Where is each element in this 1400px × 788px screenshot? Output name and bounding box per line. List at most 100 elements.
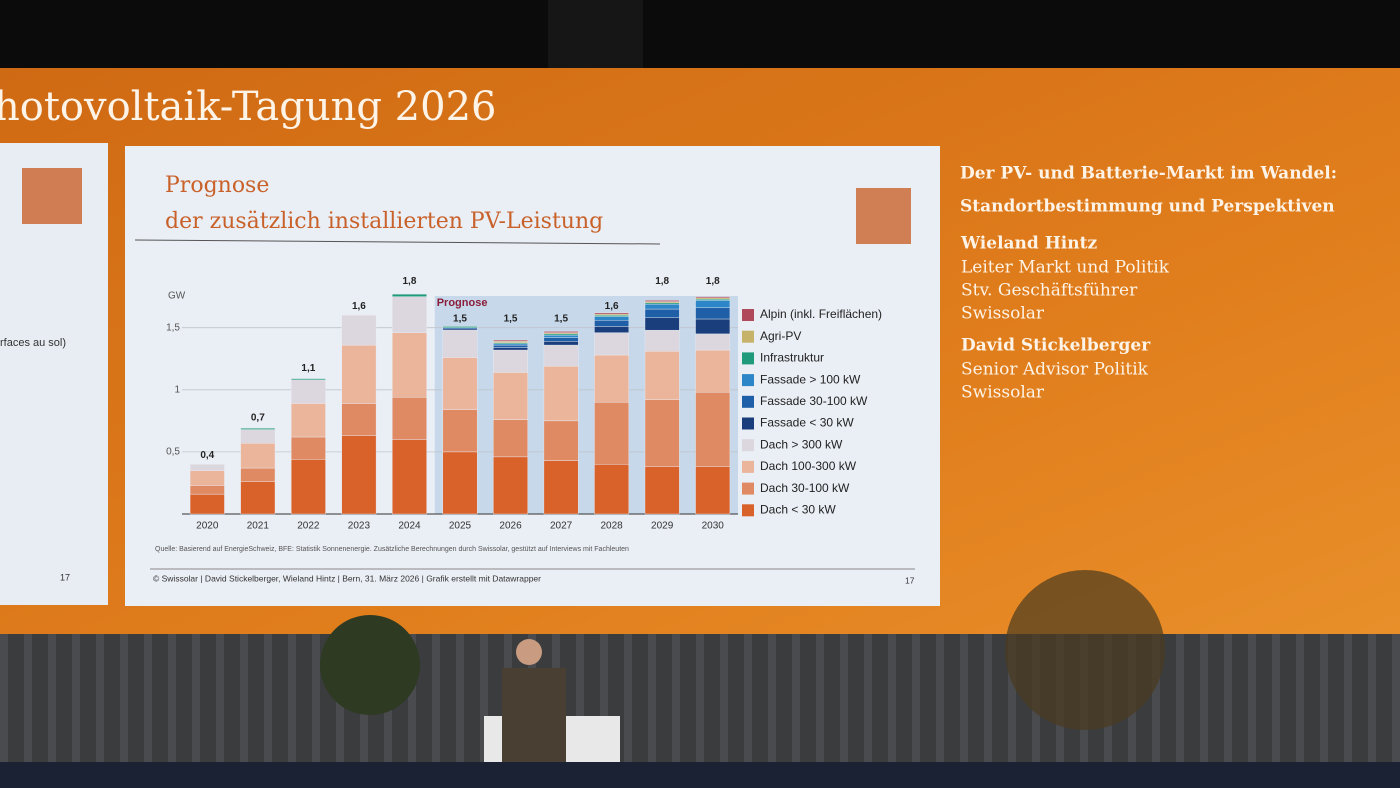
- bar-segment: [695, 296, 731, 299]
- bar-segment: [392, 332, 427, 398]
- bar-segment: [644, 300, 680, 302]
- bar-segment: [189, 470, 225, 486]
- bar-segment: [695, 392, 731, 467]
- bar-segment: [493, 372, 528, 420]
- bar-segment: [543, 331, 579, 333]
- bar-segment: [644, 317, 680, 331]
- bar-segment: [240, 467, 276, 482]
- bar-segment: [392, 296, 427, 333]
- x-tick-label: 2024: [398, 521, 421, 532]
- total-label: 1,8: [655, 276, 669, 287]
- legend-swatch: [742, 460, 754, 473]
- x-tick-label: 2028: [601, 521, 624, 532]
- left-slide-text: rfaces au sol): [0, 337, 66, 349]
- legend-label: Fassade > 100 kW: [760, 372, 861, 386]
- bar-segment: [644, 308, 680, 318]
- footer: © Swissolar | David Stickelberger, Wiela…: [153, 573, 541, 583]
- bar-segment: [189, 493, 225, 515]
- total-label: 1,6: [605, 301, 619, 312]
- legend-swatch: [742, 504, 754, 517]
- y-axis-label: GW: [168, 291, 186, 302]
- total-label: 0,4: [200, 450, 214, 461]
- x-tick-label: 2027: [550, 521, 573, 532]
- bar-segment: [543, 341, 579, 346]
- bar-segment: [290, 436, 326, 460]
- speaker-name: David Stickelberger: [961, 336, 1151, 356]
- bar-segment: [240, 429, 276, 444]
- legend-swatch: [742, 439, 754, 452]
- bar-segment: [644, 399, 680, 468]
- speaker-head: [516, 639, 542, 665]
- speaker-role: Swissolar: [961, 383, 1045, 403]
- slide-page: 17: [905, 575, 915, 585]
- bar-segment: [493, 344, 528, 348]
- bar-segment: [594, 354, 630, 403]
- bar-segment: [442, 329, 478, 358]
- x-tick-label: 2030: [702, 521, 725, 532]
- legend-swatch: [742, 374, 754, 387]
- x-tick-label: 2025: [449, 521, 472, 532]
- sidebar-heading: Der PV- und Batterie-Markt im Wandel:: [960, 164, 1337, 184]
- legend-label: Dach > 300 kW: [760, 437, 843, 451]
- total-label: 1,8: [403, 276, 417, 287]
- legend-swatch: [742, 417, 754, 430]
- chart-title: Prognose: [165, 173, 269, 198]
- legend-swatch: [742, 482, 754, 495]
- bar-segment: [543, 365, 579, 422]
- x-tick-label: 2022: [297, 521, 320, 532]
- bar-segment: [290, 378, 326, 381]
- x-tick-label: 2021: [247, 521, 270, 532]
- bar-segment: [594, 332, 630, 356]
- y-tick-label: 1,5: [166, 322, 180, 333]
- bar-segment: [644, 329, 680, 352]
- bar-segment: [341, 435, 377, 515]
- y-tick-label: 0,5: [166, 447, 180, 458]
- bar-segment: [594, 326, 630, 333]
- speaker-name: Wieland Hintz: [960, 234, 1097, 254]
- bar-segment: [695, 307, 731, 320]
- bar-segment: [695, 333, 731, 351]
- legend-swatch: [742, 352, 754, 365]
- bar-segment: [341, 403, 377, 436]
- legend-swatch: [742, 330, 754, 343]
- bar-segment: [594, 402, 630, 465]
- bar-segment: [594, 312, 630, 315]
- source: Quelle: Basierend auf EnergieSchweiz, BF…: [155, 546, 629, 553]
- bar-segment: [442, 357, 478, 410]
- bar-segment: [695, 318, 731, 335]
- speaker-role: Stv. Geschäftsführer: [961, 281, 1138, 301]
- forecast-annotation: Prognose: [437, 297, 488, 309]
- bar-segment: [594, 316, 630, 321]
- bar-segment: [695, 466, 731, 515]
- title-rule: [134, 239, 661, 245]
- legend-label: Alpin (inkl. Freiflächen): [760, 307, 882, 321]
- sidebar: Der PV- und Batterie-Markt im Wandel: Sta…: [960, 164, 1337, 403]
- bar-segment: [493, 347, 528, 351]
- qr-code: [22, 168, 82, 224]
- y-tick-label: 1: [174, 384, 180, 395]
- speaker-role: Leiter Markt und Politik: [961, 258, 1170, 278]
- bar-segment: [392, 439, 427, 515]
- audience: [0, 762, 1400, 788]
- legend-swatch: [742, 395, 754, 408]
- bar-segment: [594, 464, 630, 515]
- bar-segment: [341, 344, 377, 404]
- bar-segment: [442, 326, 478, 328]
- legend-swatch: [742, 309, 754, 321]
- bar-segment: [290, 379, 326, 404]
- legend-label: Infrastruktur: [760, 351, 824, 365]
- bar-segment: [493, 349, 528, 373]
- sidebar-heading: Standortbestimmung und Perspektiven: [960, 197, 1335, 217]
- bar-segment: [493, 419, 528, 458]
- legend-label: Dach 100-300 kW: [760, 459, 857, 473]
- bar-segment: [493, 339, 528, 342]
- bar-segment: [240, 481, 276, 515]
- speaker-role: Swissolar: [961, 304, 1045, 324]
- x-tick-label: 2023: [348, 521, 371, 532]
- event-title: hotovoltaik-Tagung 2026: [0, 84, 496, 130]
- bar-segment: [543, 337, 579, 342]
- bar-segment: [543, 344, 579, 367]
- total-label: 1,5: [453, 313, 467, 324]
